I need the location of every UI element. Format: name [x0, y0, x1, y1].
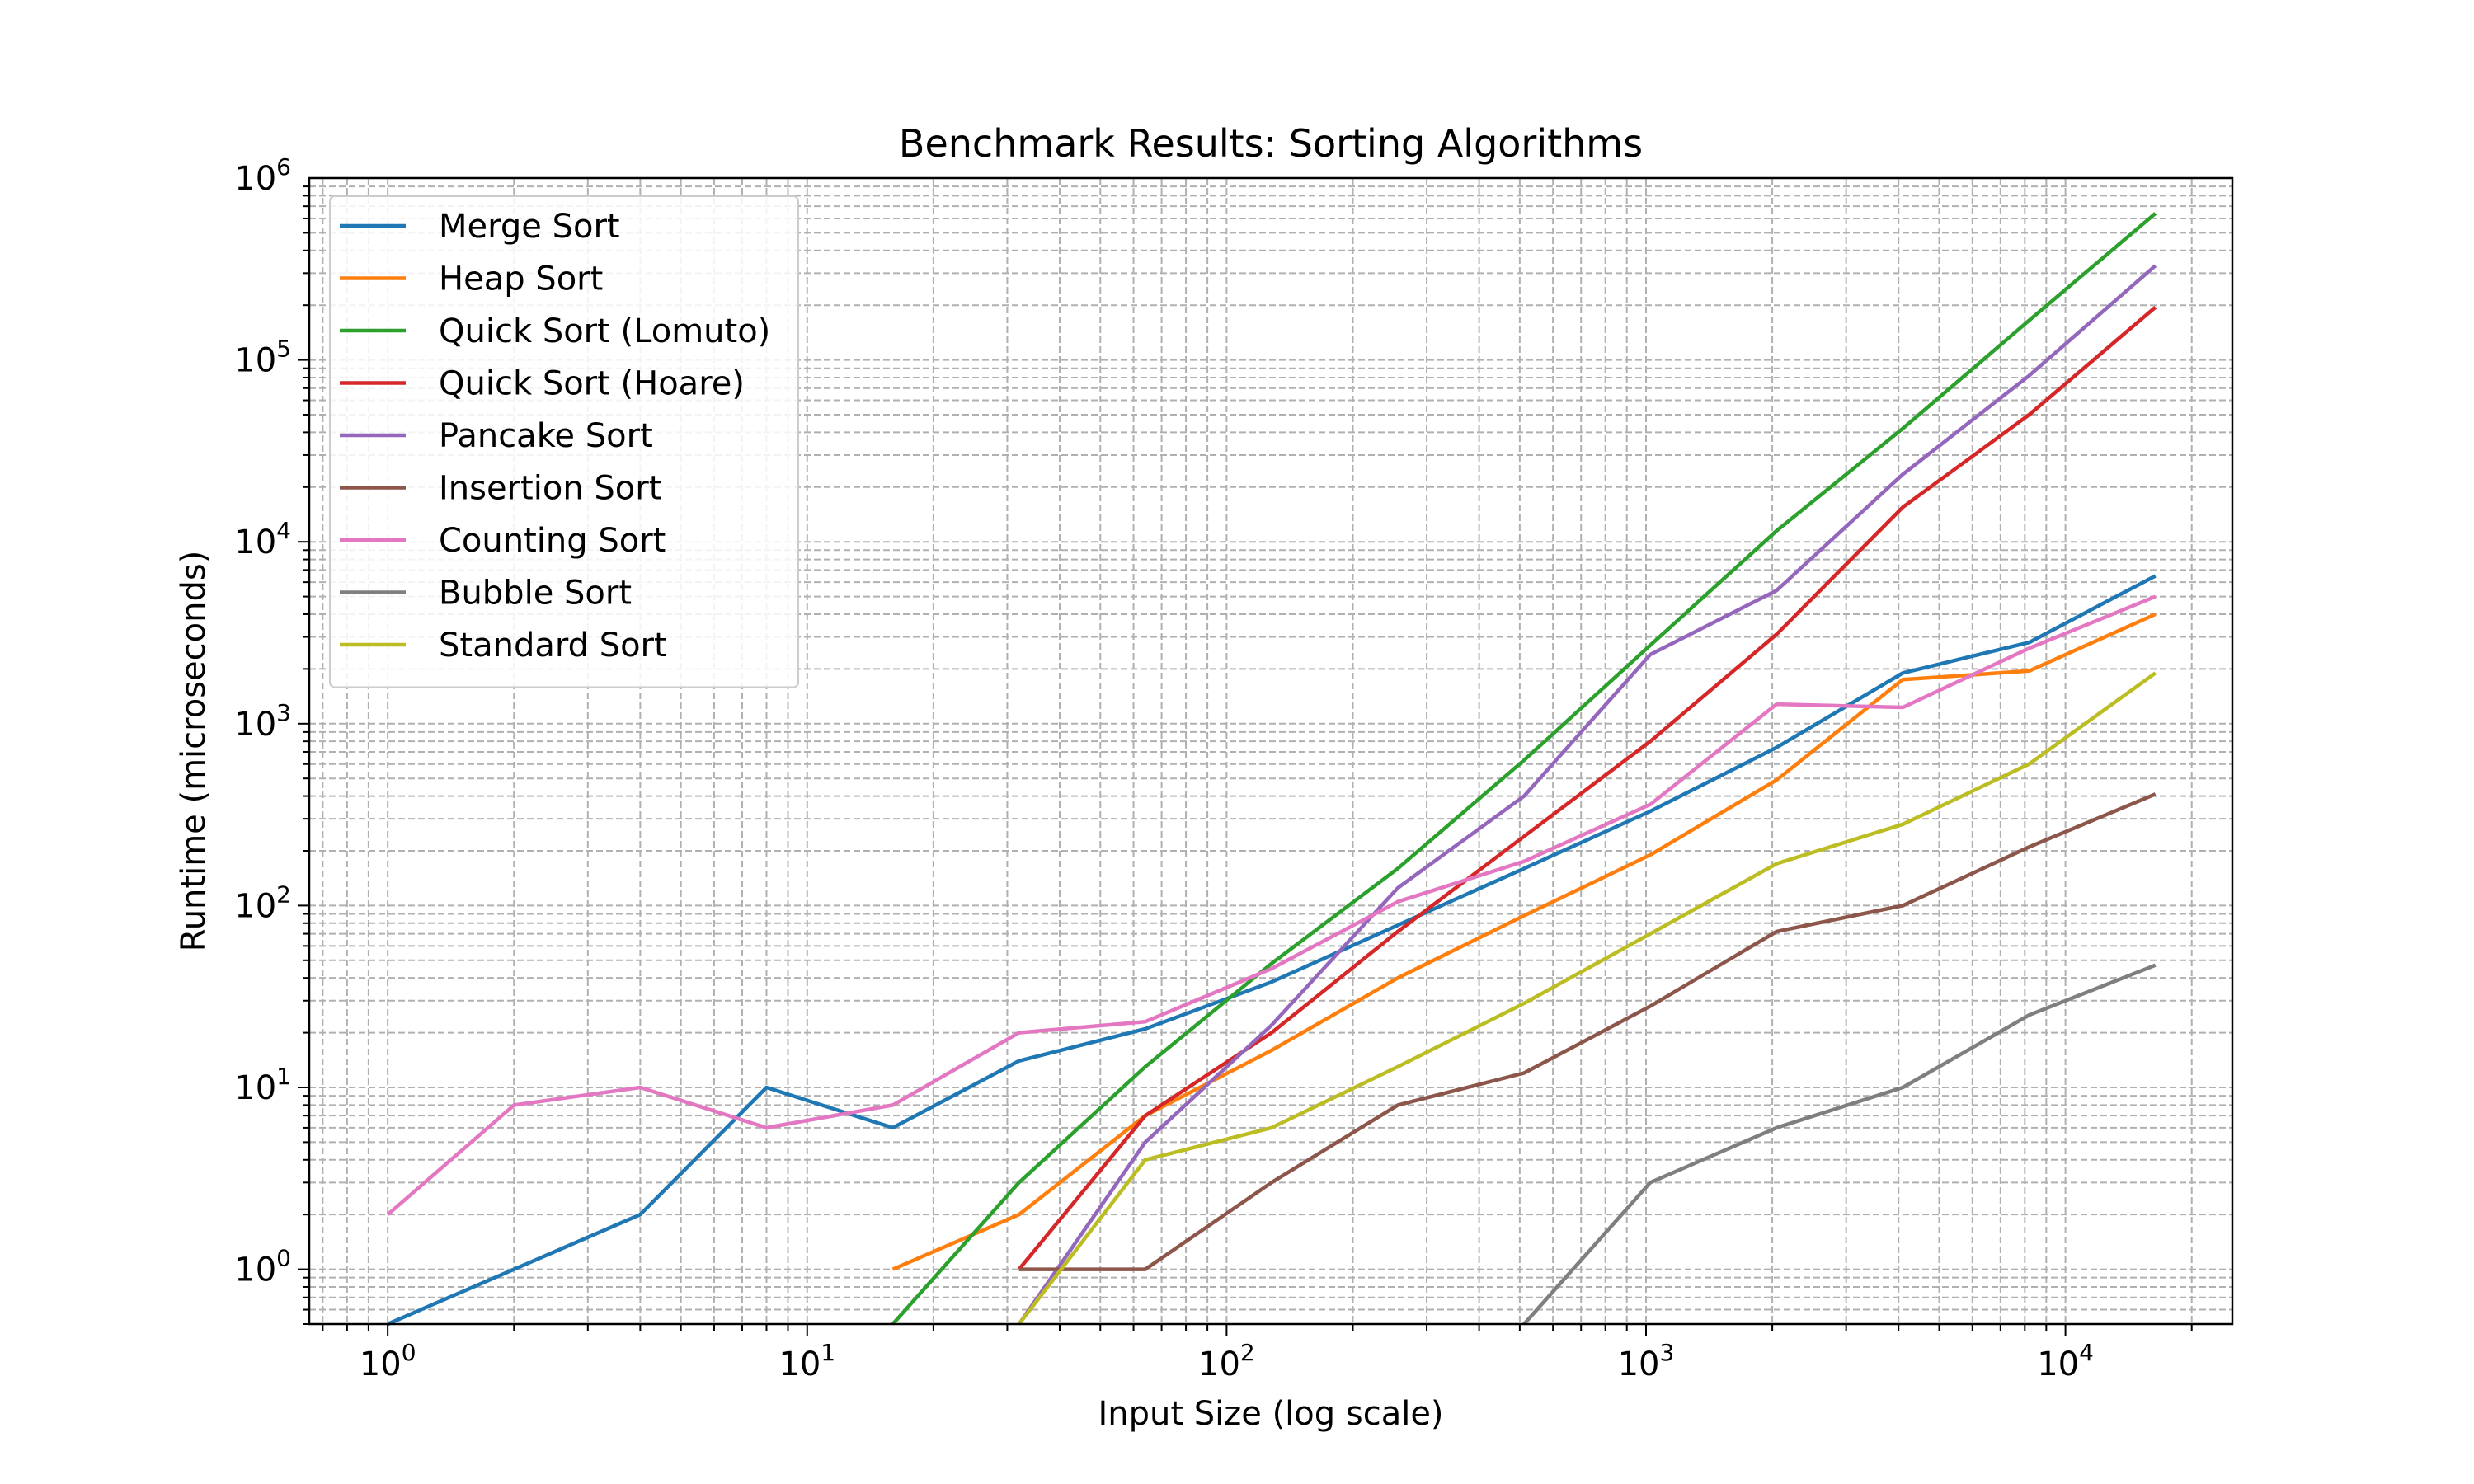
legend-label-standard-sort: Standard Sort — [439, 627, 667, 665]
legend-label-quick-sort-hoare: Quick Sort (Hoare) — [439, 365, 745, 403]
legend: Merge Sort Heap Sort Quick Sort (Lomuto) Qu… — [329, 195, 799, 688]
legend-label-merge-sort: Merge Sort — [439, 208, 620, 246]
y-axis-label: Runtime (microseconds) — [175, 551, 213, 952]
y-tick-label: 104 — [234, 517, 291, 561]
series-line-quick-sort-lomuto — [891, 212, 2157, 1326]
series-line-heap-sort — [891, 612, 2157, 1271]
legend-label-pancake-sort: Pancake Sort — [439, 417, 653, 455]
x-tick-label: 103 — [1618, 1339, 1675, 1383]
series-line-quick-sort-hoare — [1017, 305, 2157, 1271]
x-tick-label: 101 — [778, 1339, 835, 1383]
y-tick-label: 100 — [234, 1245, 291, 1289]
legend-box — [329, 195, 799, 688]
series-line-counting-sort — [386, 594, 2157, 1216]
x-axis-label: Input Size (log scale) — [1098, 1395, 1443, 1433]
x-tick-label: 100 — [360, 1339, 416, 1383]
series-line-pancake-sort — [1017, 264, 2157, 1326]
legend-label-counting-sort: Counting Sort — [439, 522, 666, 560]
y-tick-label: 106 — [234, 153, 291, 198]
legend-label-quick-sort-lomuto: Quick Sort (Lomuto) — [439, 312, 770, 350]
series-lines — [386, 212, 2157, 1327]
legend-label-insertion-sort: Insertion Sort — [439, 470, 661, 508]
series-line-standard-sort — [1017, 671, 2157, 1326]
legend-label-heap-sort: Heap Sort — [439, 261, 603, 298]
series-line-bubble-sort — [1522, 963, 2157, 1326]
y-tick-label: 103 — [234, 699, 291, 744]
y-tick-label: 102 — [234, 881, 291, 925]
x-tick-label: 104 — [2037, 1339, 2094, 1383]
series-line-insertion-sort — [1018, 792, 2157, 1271]
series-line-merge-sort — [387, 574, 2157, 1327]
chart-title: Benchmark Results: Sorting Algorithms — [899, 121, 1643, 166]
y-tick-label: 101 — [234, 1063, 291, 1107]
axis-ticks: 100 101 102 103 104 100 101 102 103 104 105 106 — [234, 153, 2193, 1383]
legend-label-bubble-sort: Bubble Sort — [439, 575, 632, 613]
y-tick-label: 105 — [234, 336, 291, 380]
x-tick-label: 102 — [1198, 1339, 1255, 1383]
